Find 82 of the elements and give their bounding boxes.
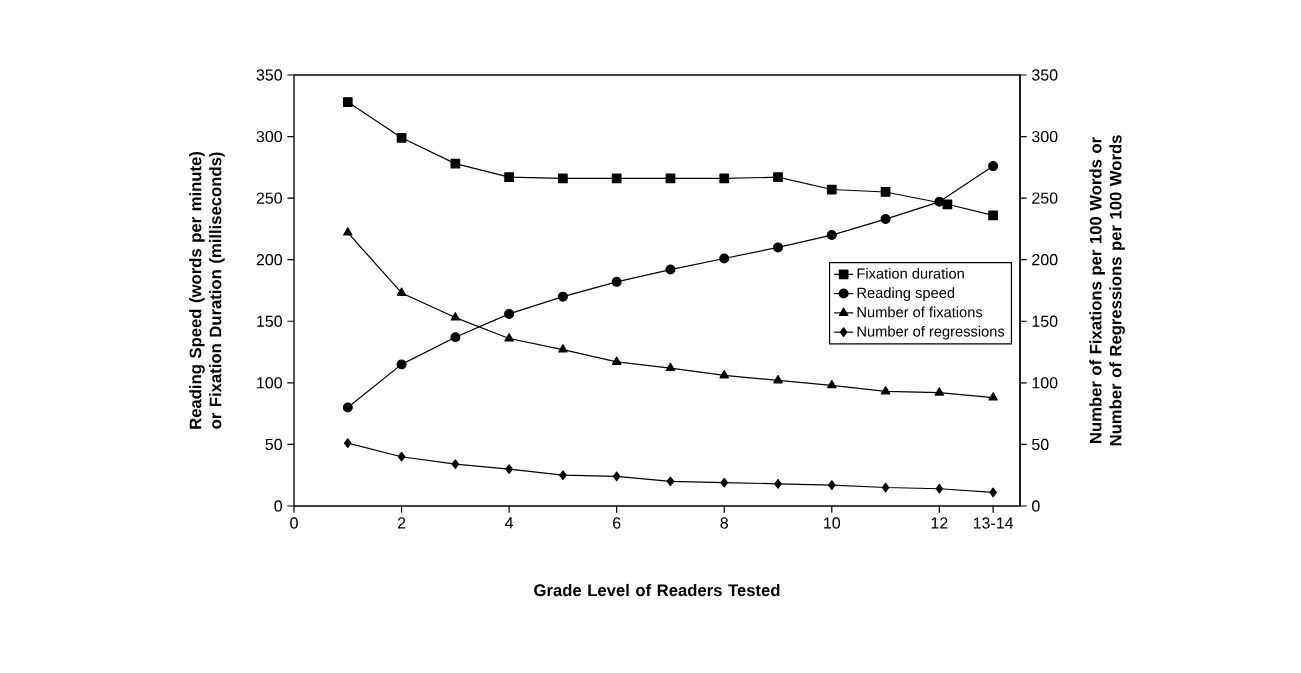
y2-tick-label: 150 — [1032, 315, 1058, 327]
y-tick-label: 100 — [257, 377, 283, 389]
legend-label: Fixation duration — [857, 267, 964, 279]
point — [558, 344, 568, 353]
legend-label: Number of fixations — [857, 306, 983, 318]
point — [611, 276, 622, 287]
y-tick-label: 200 — [256, 254, 283, 266]
point — [397, 451, 406, 462]
point — [611, 173, 622, 184]
point — [559, 470, 567, 481]
point — [396, 359, 407, 370]
legend-label: Reading speed — [857, 287, 955, 301]
y-tick-label: 250 — [256, 192, 283, 204]
point — [880, 187, 891, 197]
point — [719, 370, 729, 379]
point — [881, 482, 890, 493]
point — [451, 459, 460, 469]
point — [557, 291, 568, 302]
y-axis-title: Reading Speed (words per minute) or Fixation Duration (milliseconds) — [189, 151, 225, 429]
point — [396, 287, 407, 296]
point — [396, 132, 407, 143]
point — [450, 158, 461, 169]
x-tick-label: 6 — [613, 517, 621, 529]
y2-tick-label: 50 — [1032, 438, 1049, 451]
point — [773, 172, 783, 183]
point — [558, 173, 568, 184]
point — [719, 173, 730, 184]
x-tick-label: 0 — [290, 517, 298, 529]
point — [504, 172, 514, 183]
point — [343, 227, 353, 236]
point — [665, 362, 676, 372]
point — [827, 379, 837, 389]
x-tick-label: 13-14 — [973, 517, 1014, 529]
point — [612, 471, 621, 482]
y-tick-label: 50 — [265, 438, 283, 451]
point — [611, 356, 622, 365]
point — [934, 387, 945, 396]
point — [827, 480, 836, 490]
y-tick-label: 350 — [256, 69, 283, 81]
point — [773, 374, 783, 384]
y2-tick-label: 350 — [1031, 69, 1058, 81]
y2-tick-label: 200 — [1032, 254, 1058, 266]
point — [665, 264, 676, 275]
y2-axis-title: Number of Fixations per 100 Words or Number of Regressions per 100 Words — [1089, 135, 1125, 446]
y2-tick-label: 0 — [1032, 500, 1040, 512]
point — [989, 487, 997, 498]
point — [826, 184, 837, 195]
point — [988, 161, 999, 172]
point — [719, 253, 730, 264]
point — [988, 210, 998, 221]
y-tick-label: 150 — [257, 315, 283, 327]
x-tick-label: 4 — [505, 517, 514, 529]
x-tick-label: 8 — [720, 517, 728, 529]
point — [880, 214, 891, 225]
x-axis-title: Grade Level of Readers Tested — [534, 583, 780, 597]
point — [505, 464, 513, 474]
y2-tick-label: 300 — [1031, 130, 1058, 143]
point — [773, 242, 784, 253]
point — [934, 196, 945, 207]
y2-tick-label: 250 — [1032, 192, 1058, 204]
point — [343, 438, 352, 449]
point — [720, 477, 729, 488]
y-tick-label: 300 — [256, 130, 283, 143]
legend-label: Number of regressions — [857, 325, 1005, 340]
point — [504, 308, 515, 319]
point — [666, 476, 675, 487]
x-tick-label: 10 — [824, 517, 841, 529]
point — [450, 312, 461, 321]
point — [450, 332, 461, 343]
point — [342, 97, 353, 107]
point — [880, 386, 891, 395]
point — [342, 402, 353, 413]
point — [504, 333, 514, 342]
x-tick-label: 2 — [397, 517, 406, 529]
point — [988, 392, 998, 401]
point — [774, 478, 782, 489]
point — [826, 230, 837, 241]
point — [942, 199, 953, 210]
point — [935, 483, 944, 494]
y-tick-label: 0 — [274, 500, 283, 512]
x-tick-label: 12 — [931, 517, 948, 529]
y2-tick-label: 100 — [1032, 377, 1058, 389]
